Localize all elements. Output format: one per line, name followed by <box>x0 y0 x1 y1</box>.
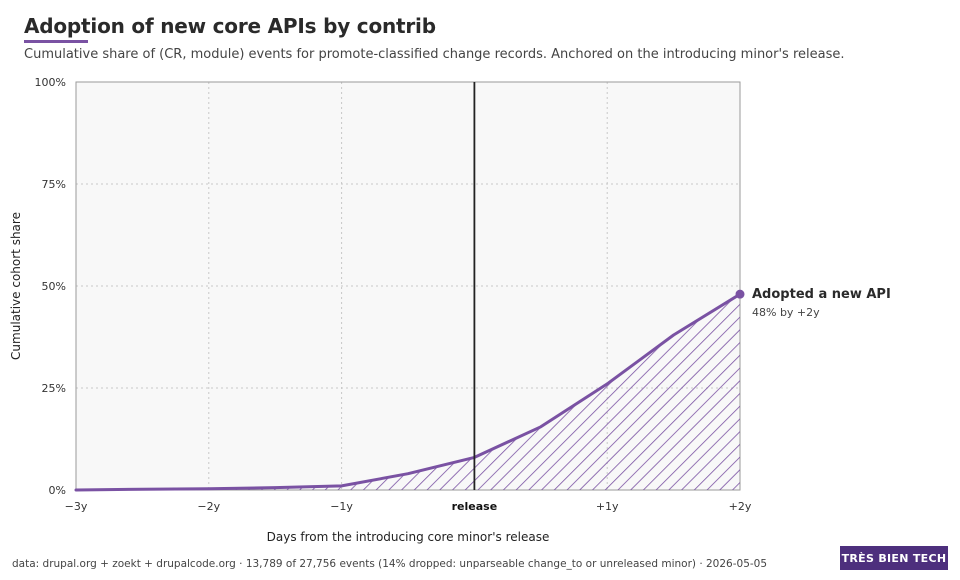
x-tick-label: release <box>452 500 498 513</box>
brand-badge[interactable]: TRÈS BIEN TECH <box>840 546 948 570</box>
x-tick-label: −1y <box>330 500 353 513</box>
chart-title: Adoption of new core APIs by contrib <box>24 14 436 38</box>
title-accent-bar <box>24 40 88 43</box>
y-tick-label: 50% <box>42 280 66 293</box>
y-axis-label: Cumulative cohort share <box>9 212 23 360</box>
series-area-hatched <box>76 294 740 490</box>
y-tick-label: 25% <box>42 382 66 395</box>
data-source-note: data: drupal.org + zoekt + drupalcode.or… <box>12 558 768 570</box>
x-tick-label: +1y <box>596 500 619 513</box>
y-tick-label: 100% <box>35 76 66 89</box>
x-tick-label: −3y <box>65 500 88 513</box>
series-end-point[interactable] <box>735 289 745 299</box>
x-tick-label: −2y <box>197 500 220 513</box>
series-end-label: Adopted a new API <box>752 287 891 302</box>
adoption-chart: Adopted a new API 48% by +2y 0% 25% 50% 75% 10… <box>9 76 891 544</box>
series-end-detail: 48% by +2y <box>752 306 820 319</box>
chart-subtitle: Cumulative share of (CR, module) events … <box>24 47 845 62</box>
x-tick-label: +2y <box>729 500 752 513</box>
series-line <box>74 292 742 492</box>
x-axis-label: Days from the introducing core minor's r… <box>267 530 550 544</box>
y-tick-label: 0% <box>49 484 66 497</box>
y-tick-label: 75% <box>42 178 66 191</box>
